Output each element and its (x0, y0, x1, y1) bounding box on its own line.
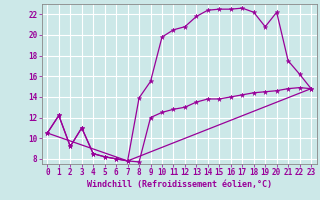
X-axis label: Windchill (Refroidissement éolien,°C): Windchill (Refroidissement éolien,°C) (87, 180, 272, 189)
